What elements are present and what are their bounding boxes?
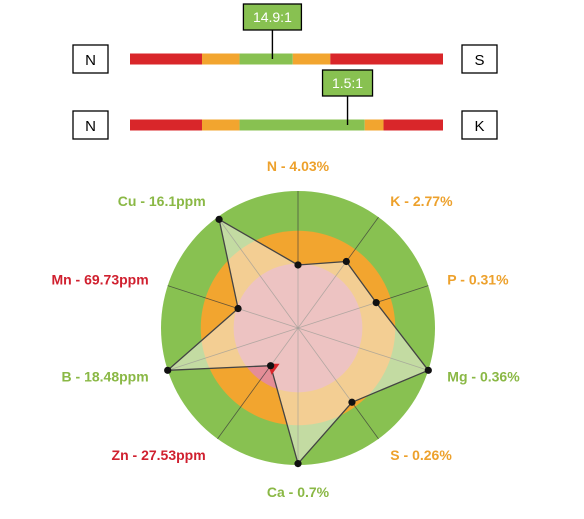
axis-label-s: S - 0.26% <box>390 447 452 463</box>
axis-label-cu: Cu - 16.1ppm <box>118 193 206 209</box>
ratio-value-box <box>321 69 374 97</box>
ratio-left-label: N <box>85 52 96 69</box>
ratio-left-box <box>72 44 109 74</box>
ratio-right-box <box>461 110 498 140</box>
axis-label-zn: Zn - 27.53ppm <box>112 447 206 463</box>
radar-chart: N - 4.03% K - 2.77% P - 0.31% Mg - 0.36% S -… <box>51 158 520 500</box>
ratio-bar-segment-optimal-green <box>239 53 293 65</box>
data-point-zn <box>267 362 275 370</box>
ratio-bar-segment-high-red <box>330 53 443 65</box>
ratio-bar-segment-low-orange <box>201 53 240 65</box>
data-point-cu <box>215 215 223 223</box>
axis-label-ca: Ca - 0.7% <box>267 484 330 500</box>
ratio-rows: N S 14.9:1 N K 1.5:1 <box>72 3 498 140</box>
data-point-k <box>342 257 350 266</box>
ratio-row-n-k: N K 1.5:1 <box>72 69 498 140</box>
axis-label-p: P - 0.31% <box>447 272 509 288</box>
ratio-bar-segment-high-orange <box>292 53 331 65</box>
ratio-bar-segment-optimal-green <box>239 119 365 131</box>
data-point-s <box>348 398 356 406</box>
data-point-b <box>164 366 172 374</box>
ratio-left-label: N <box>85 118 96 135</box>
ratio-bar-segment-low-red <box>130 53 202 65</box>
ratio-row-n-s: N S 14.9:1 <box>72 3 498 74</box>
ratio-value-label: 14.9:1 <box>253 9 292 25</box>
ratio-right-label: S <box>474 52 484 69</box>
ratio-bar-segment-high-red <box>383 119 443 131</box>
ratio-bar-segment-low-red <box>130 119 202 131</box>
axis-label-k: K - 2.77% <box>390 193 453 209</box>
axis-label-mn: Mn - 69.73ppm <box>51 272 148 288</box>
data-point-mn <box>234 304 242 313</box>
ratio-value-box <box>242 3 303 31</box>
ratio-value-label: 1.5:1 <box>332 75 363 91</box>
axis-label-n: N - 4.03% <box>267 158 330 174</box>
axis-label-b: B - 18.48ppm <box>62 369 149 385</box>
ratio-right-label: K <box>474 118 484 135</box>
ratio-bar-segment-high-orange <box>364 119 384 131</box>
data-point-ca <box>294 460 302 468</box>
ratio-right-box <box>461 44 498 74</box>
ratio-left-box <box>72 110 109 140</box>
data-point-mg <box>424 366 432 374</box>
data-point-n <box>294 261 302 269</box>
axis-label-mg: Mg - 0.36% <box>447 369 520 385</box>
data-point-p <box>372 298 380 307</box>
ratio-bar-segment-low-orange <box>201 119 240 131</box>
